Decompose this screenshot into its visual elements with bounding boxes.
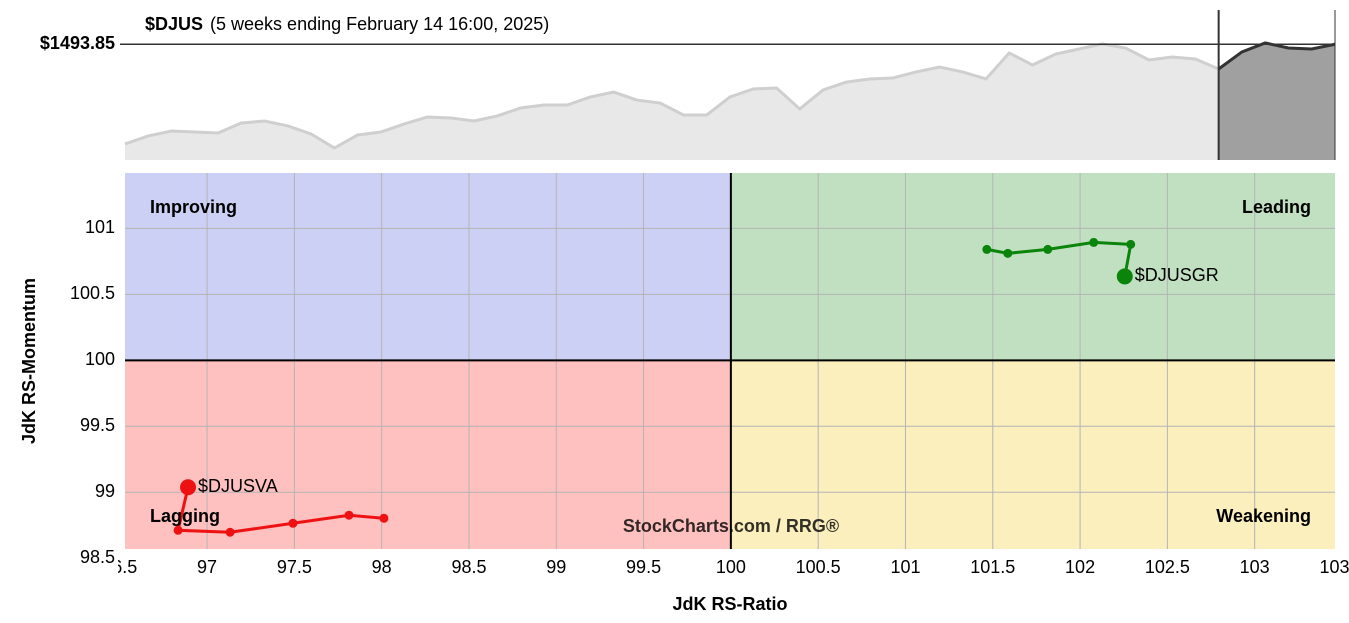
y-tick-label: 100.5 xyxy=(70,283,115,303)
tail-marker xyxy=(1126,239,1136,249)
tail-marker xyxy=(1003,248,1013,258)
x-tick-label: 99.5 xyxy=(626,557,661,577)
x-tick-label: 98.5 xyxy=(451,557,486,577)
x-tick-label: 99 xyxy=(546,557,566,577)
quadrant-label: Improving xyxy=(150,197,237,217)
y-tick-label: 99.5 xyxy=(80,415,115,435)
x-tick-label: 96.5 xyxy=(102,557,137,577)
y-tick-label: 100 xyxy=(85,349,115,369)
quadrant-label: Weakening xyxy=(1216,506,1311,526)
tail-marker xyxy=(225,527,235,537)
head-marker xyxy=(1116,268,1133,285)
x-tick-label: 97.5 xyxy=(277,557,312,577)
tail-marker xyxy=(1043,244,1053,254)
tail-marker xyxy=(1089,237,1099,247)
quadrant-label: Lagging xyxy=(150,506,220,526)
x-tick-label: 102 xyxy=(1065,557,1095,577)
y-axis-title: JdK RS-Momentum xyxy=(19,278,39,444)
tail-marker xyxy=(288,518,298,528)
quadrant xyxy=(125,173,731,361)
head-marker xyxy=(180,479,197,496)
tail-marker xyxy=(379,513,389,523)
x-tick-label: 103.5 xyxy=(1319,557,1349,577)
chart-title: $DJUS xyxy=(145,14,203,34)
rrg-chart: 96.5 97 97.5 98 98.5 99 99.5 100 100.5 101 101.5 10… xyxy=(19,173,1349,614)
chart-subtitle: (5 weeks ending February 14 16:00, 2025) xyxy=(210,14,549,34)
x-axis-title: JdK RS-Ratio xyxy=(672,594,787,614)
quadrant xyxy=(125,360,731,549)
last-price-label: $1493.85 xyxy=(40,33,115,53)
x-tick-label: 97 xyxy=(197,557,217,577)
x-tick-label: 98 xyxy=(372,557,392,577)
x-tick-label: 101.5 xyxy=(970,557,1015,577)
price-chart: $1493.85 $DJUS (5 weeks ending February 14… xyxy=(40,10,1336,161)
y-tick-label: 99 xyxy=(95,481,115,501)
series-label: $DJUSVA xyxy=(198,476,278,496)
quadrant xyxy=(730,360,1335,549)
plot xyxy=(125,173,1335,549)
price-line xyxy=(124,42,1220,150)
quadrant xyxy=(730,173,1335,361)
x-tick-labels: 96.5 97 97.5 98 98.5 99 99.5 100 100.5 101 101.5 10… xyxy=(102,557,1349,577)
price-area-highlight xyxy=(1218,42,1335,160)
tail-marker xyxy=(982,244,992,254)
price-area xyxy=(125,43,1219,161)
y-tick-label: 101 xyxy=(85,217,115,237)
x-tick-label: 103 xyxy=(1240,557,1270,577)
x-tick-label: 102.5 xyxy=(1145,557,1190,577)
tail-line xyxy=(176,486,385,534)
tail-marker xyxy=(173,525,183,535)
x-tick-label: 100 xyxy=(716,557,746,577)
quadrant-label: Leading xyxy=(1242,197,1311,217)
x-tick-label: 101 xyxy=(890,557,920,577)
watermark: StockCharts.com / RRG® xyxy=(623,516,839,536)
price-line-highlight xyxy=(1217,41,1336,71)
series-label: $DJUSGR xyxy=(1135,265,1219,285)
tail-marker xyxy=(344,510,354,520)
y-tick-label: 98.5 xyxy=(80,547,115,567)
x-tick-label: 100.5 xyxy=(796,557,841,577)
